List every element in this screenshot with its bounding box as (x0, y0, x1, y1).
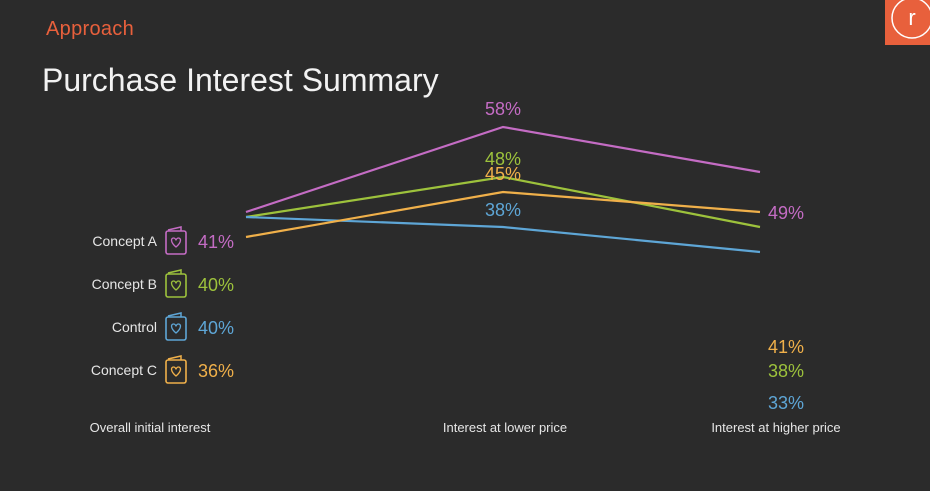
icon-heart (170, 366, 182, 377)
data-label: 45% (485, 164, 521, 184)
icon-heart (170, 280, 182, 291)
data-label: 49% (768, 203, 804, 223)
data-label: 40% (198, 275, 234, 295)
series-name: Concept B (92, 276, 157, 292)
series-line (245, 175, 761, 229)
icon-flap (167, 269, 182, 274)
gift-card-heart-icon (165, 355, 187, 384)
icon-heart (170, 323, 182, 334)
logo: r (885, 0, 930, 45)
icon-flap (167, 312, 182, 317)
data-label: 58% (485, 99, 521, 119)
data-label: 41% (198, 232, 234, 252)
x-category-label: Interest at lower price (443, 420, 567, 435)
x-category-label: Overall initial interest (90, 420, 211, 435)
data-label: 36% (198, 361, 234, 381)
series-name: Concept C (91, 362, 157, 378)
series-name: Concept A (92, 233, 157, 249)
icon-frame (165, 273, 187, 298)
icon-frame (165, 230, 187, 255)
icon-heart (170, 237, 182, 248)
data-label: 48% (485, 149, 521, 169)
icon-frame (165, 316, 187, 341)
data-label: 41% (768, 337, 804, 357)
gift-card-heart-icon (165, 269, 187, 298)
series-line (245, 215, 761, 254)
x-category-label: Interest at higher price (711, 420, 840, 435)
series-line (245, 125, 761, 214)
data-label: 38% (485, 200, 521, 220)
icon-flap (167, 226, 182, 231)
logo-letter: r (908, 5, 915, 30)
series-name: Control (112, 319, 157, 335)
page-title: Purchase Interest Summary (42, 62, 439, 98)
gift-card-heart-icon (165, 226, 187, 255)
icon-frame (165, 359, 187, 384)
icon-flap (167, 355, 182, 360)
section-label: Approach (46, 18, 135, 40)
gift-card-heart-icon (165, 312, 187, 341)
data-label: 40% (198, 318, 234, 338)
data-label: 33% (768, 393, 804, 413)
data-label: 38% (768, 361, 804, 381)
series-line (245, 190, 761, 239)
logo-icon: r (891, 0, 930, 39)
